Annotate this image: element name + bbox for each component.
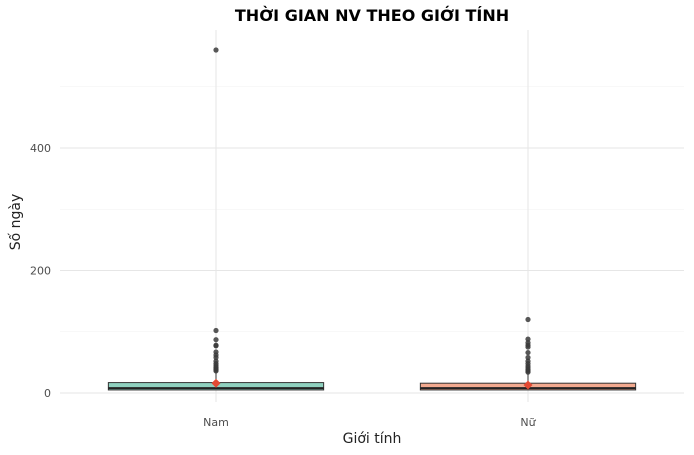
outlier-point <box>525 369 531 375</box>
y-tick-label: 400 <box>30 142 51 155</box>
x-axis-title: Giới tính <box>343 431 402 447</box>
y-tick-label: 200 <box>30 265 51 278</box>
box-nu <box>419 316 637 391</box>
outlier-point <box>525 336 531 342</box>
outlier-point <box>213 47 219 53</box>
y-axis-title: Số ngày <box>7 194 24 251</box>
outlier-point <box>525 349 531 356</box>
outlier-point <box>213 337 219 343</box>
outlier-point <box>525 316 531 323</box>
outlier-point <box>213 343 219 349</box>
y-tick-label: 0 <box>44 387 51 400</box>
grid <box>60 30 684 402</box>
chart-title: THỜI GIAN NV THEO GIỚI TÍNH <box>235 6 509 25</box>
mean-marker <box>211 378 221 388</box>
y-axis: 0 200 400 <box>30 142 51 400</box>
x-tick-label: Nam <box>203 416 229 429</box>
outlier-point <box>213 368 219 374</box>
outlier-point <box>525 354 531 361</box>
outlier-point <box>213 354 219 361</box>
outlier-point <box>525 344 531 350</box>
x-tick-label: Nữ <box>520 416 536 429</box>
mean-marker <box>523 380 533 390</box>
x-axis: Nam Nữ <box>203 416 536 429</box>
outlier-point <box>213 327 219 334</box>
box-nam <box>107 47 325 391</box>
box-series <box>107 47 637 391</box>
